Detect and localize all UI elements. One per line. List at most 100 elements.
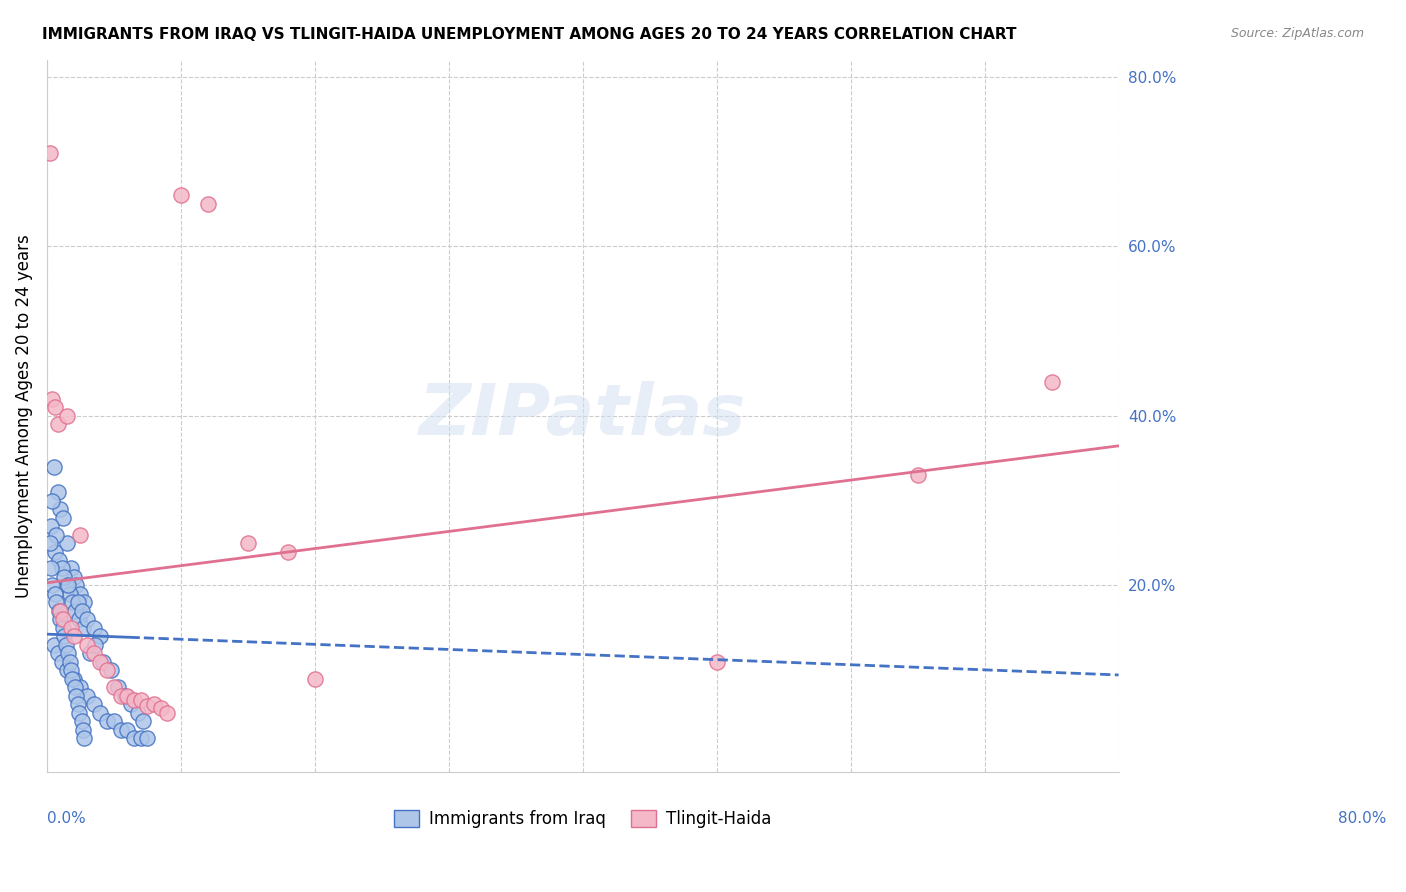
Point [73,731,96,745]
Point [129,731,152,745]
Point [42,459,65,474]
Text: ZIPatlas: ZIPatlas [419,381,747,450]
Point [56,409,79,423]
Point [79,646,101,660]
Point [89,706,111,720]
Point [48,604,70,618]
Point [55,638,77,652]
Point [73,595,96,609]
Point [44,544,66,558]
Text: IMMIGRANTS FROM IRAQ VS TLINGIT-HAIDA UNEMPLOYMENT AMONG AGES 20 TO 24 YEARS COR: IMMIGRANTS FROM IRAQ VS TLINGIT-HAIDA UN… [42,27,1017,42]
Point [132,714,155,728]
Point [143,697,166,711]
Point [46,646,69,660]
Point [122,693,145,707]
Text: 80.0%: 80.0% [1339,811,1386,826]
Point [117,689,139,703]
Point [58,646,80,660]
Point [110,723,132,737]
Point [52,621,75,635]
Point [91,655,114,669]
Point [59,621,82,635]
Point [96,714,118,728]
Point [127,706,149,720]
Point [70,714,93,728]
Point [103,680,125,694]
Point [103,714,125,728]
Point [236,536,259,550]
Point [114,689,136,703]
Point [907,468,929,483]
Point [39,561,62,575]
Point [51,561,73,575]
Point [89,655,111,669]
Point [96,663,118,677]
Point [44,401,66,415]
Point [39,519,62,533]
Point [41,392,63,406]
Point [66,697,89,711]
Point [51,655,73,669]
Point [72,621,94,635]
Point [59,587,82,601]
Point [53,629,76,643]
Point [48,553,70,567]
Point [100,663,122,677]
Point [170,188,193,202]
Point [107,680,129,694]
Point [69,527,91,541]
Point [122,731,145,745]
Point [49,612,72,626]
Point [41,493,63,508]
Point [65,689,87,703]
Point [53,570,76,584]
Point [706,655,728,669]
Point [44,587,66,601]
Point [45,595,67,609]
Point [76,638,98,652]
Point [110,689,132,703]
Point [60,595,83,609]
Point [62,672,84,686]
Point [83,621,105,635]
Point [197,196,219,211]
Text: Source: ZipAtlas.com: Source: ZipAtlas.com [1230,27,1364,40]
Point [156,706,179,720]
Point [304,672,326,686]
Legend: Immigrants from Iraq, Tlingit-Haida: Immigrants from Iraq, Tlingit-Haida [388,804,778,835]
Point [58,578,80,592]
Point [41,578,63,592]
Point [67,706,90,720]
Point [66,595,89,609]
Point [46,417,69,432]
Point [83,646,105,660]
Point [59,655,82,669]
Point [49,604,72,618]
Point [65,578,87,592]
Point [129,693,152,707]
Point [70,604,93,618]
Point [62,629,84,643]
Point [55,578,77,592]
Point [72,723,94,737]
Point [56,536,79,550]
Point [59,663,82,677]
Point [52,510,75,524]
Y-axis label: Unemployment Among Ages 20 to 24 years: Unemployment Among Ages 20 to 24 years [15,234,32,598]
Point [89,629,111,643]
Point [277,544,299,558]
Point [49,502,72,516]
Point [69,680,91,694]
Point [63,680,86,694]
Point [63,604,86,618]
Point [62,570,84,584]
Point [67,612,90,626]
Point [76,689,98,703]
Point [120,697,142,711]
Point [149,701,172,715]
Text: 0.0%: 0.0% [46,811,86,826]
Point [60,672,83,686]
Point [52,612,75,626]
Point [69,587,91,601]
Point [136,698,159,713]
